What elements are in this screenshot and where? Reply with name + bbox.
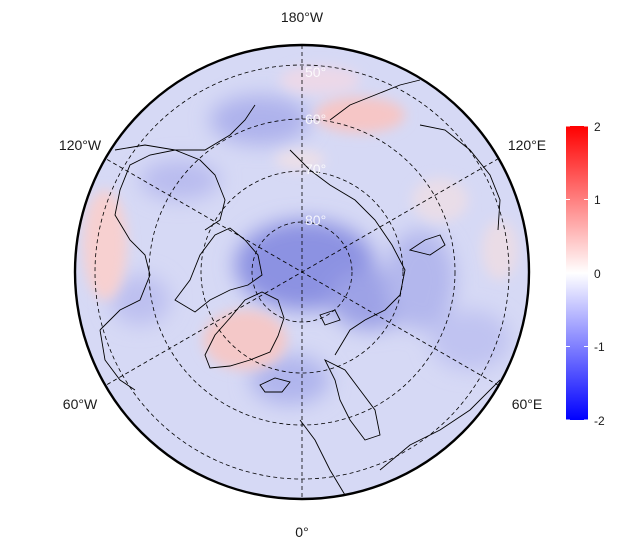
anomaly-field <box>75 45 529 499</box>
novaya-zemlya-coast <box>408 234 446 256</box>
latitude-circle-80 <box>251 221 353 323</box>
colorbar-label-0: 0 <box>594 267 601 281</box>
siberia-coast <box>289 149 406 356</box>
longitude-label-top: 180°W <box>281 9 324 25</box>
colorbar: 2 1 0 -1 -2 <box>566 120 605 428</box>
anomaly-field-negative-patches <box>110 95 510 405</box>
europe-coast <box>299 379 501 496</box>
colorbar-label-minus-2: -2 <box>594 414 605 428</box>
longitude-label-lower-left: 60°W <box>63 396 98 412</box>
colorbar-label-2: 2 <box>594 120 601 134</box>
scandinavia-coast <box>323 358 381 441</box>
longitude-label-upper-right: 120°E <box>508 137 546 153</box>
canadian-archipelago-coast <box>174 227 263 313</box>
latitude-labels: 50° 60° 70° 80° <box>305 64 326 228</box>
greenland-coast <box>204 291 285 369</box>
iceland-coast <box>259 377 291 393</box>
longitude-label-bottom: 0° <box>295 524 308 540</box>
latitude-circle-70 <box>200 170 404 374</box>
latitude-label-80: 80° <box>305 212 326 228</box>
colorbar-label-1: 1 <box>594 193 601 207</box>
anomaly-field-positive-patches <box>83 66 518 370</box>
latitude-label-50: 50° <box>305 64 326 80</box>
longitude-label-lower-right: 60°E <box>512 396 543 412</box>
latitude-label-60: 60° <box>305 111 326 127</box>
meridian-120e-60w <box>105 158 499 386</box>
coastlines <box>99 79 501 496</box>
longitude-labels: 180°W 120°W 120°E 60°W 60°E 0° <box>59 9 546 540</box>
east-asia-coast <box>329 79 501 231</box>
map-border <box>73 43 531 501</box>
colorbar-gradient <box>566 126 588 420</box>
north-america-coast <box>99 149 226 391</box>
svalbard-coast <box>319 309 341 326</box>
colorbar-ticks <box>566 125 588 421</box>
longitude-label-upper-left: 120°W <box>59 137 102 153</box>
latitude-label-70: 70° <box>305 161 326 177</box>
alaska-coast <box>114 104 256 151</box>
colorbar-label-minus-1: -1 <box>594 340 605 354</box>
graticule <box>94 45 510 499</box>
